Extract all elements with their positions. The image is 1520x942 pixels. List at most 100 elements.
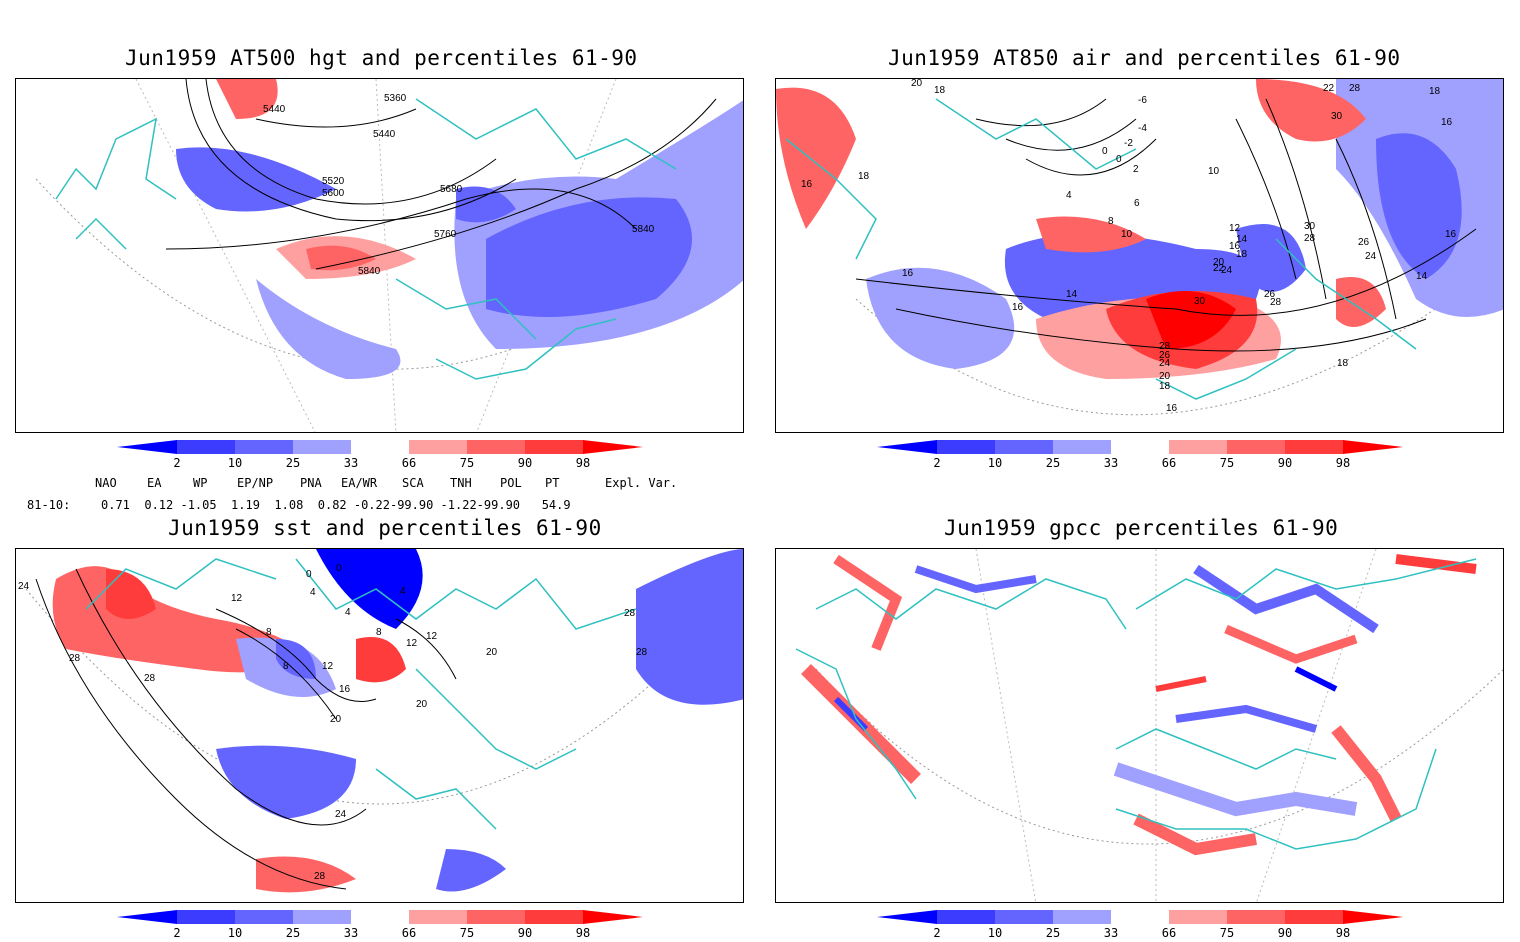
teleconnection-row-values: 0.71 0.12 -1.05 1.19 1.08 0.82 -0.22-99.… <box>101 498 571 512</box>
index-header: PT <box>545 476 560 490</box>
colorbar-tick: 25 <box>285 926 301 940</box>
contour-label: 16 <box>1012 302 1024 313</box>
contour-label: 6 <box>1134 198 1140 209</box>
contour-label: 5520 <box>322 176 345 187</box>
colorbar-tick: 98 <box>1335 456 1351 470</box>
index-header: TNH <box>450 476 472 490</box>
contour-label: 8 <box>1108 216 1114 227</box>
colorbar-tick: 2 <box>173 456 181 470</box>
contour-label: 12 <box>322 661 334 672</box>
contour-label: 18 <box>1337 358 1349 369</box>
colorbar-tick: 2 <box>933 926 941 940</box>
contour-label: 20 <box>1159 371 1171 382</box>
precip-speckles <box>801 554 1477 856</box>
colorbar-tick: 75 <box>459 926 475 940</box>
contour-label: 16 <box>1229 241 1241 252</box>
contour-label: 30 <box>1304 221 1316 232</box>
contour-label: 16 <box>339 684 351 695</box>
colorbar-sst: 2 10 25 33 66 75 90 98 <box>117 908 643 942</box>
contour-label: 24 <box>18 581 30 592</box>
colorbar-tick: 90 <box>1277 456 1293 470</box>
contour-labels-sst: 24 28 28 12 8 8 12 16 20 24 28 4 4 8 12 … <box>18 563 648 882</box>
map-panel-air: 20 18 18 16 -6 -4 -2 0 0 2 4 6 8 10 10 1… <box>775 78 1504 433</box>
contour-label: 22 <box>1213 263 1225 274</box>
contour-labels-hgt: 5360 5440 5440 5520 5600 5680 5760 5840 … <box>263 93 655 277</box>
contour-label: 28 <box>69 653 81 664</box>
colorbar-tick: 90 <box>517 926 533 940</box>
colorbar-tick: 25 <box>285 456 301 470</box>
contour-label: 8 <box>266 627 272 638</box>
colorbar-tick: 98 <box>575 456 591 470</box>
colorbar-tick: 10 <box>987 926 1003 940</box>
index-header: Expl. Var. <box>605 476 678 490</box>
colorbar-tick: 75 <box>459 456 475 470</box>
colorbar-tick: 10 <box>987 456 1003 470</box>
index-header: SCA <box>402 476 424 490</box>
index-header: EA <box>147 476 162 490</box>
contour-label: -6 <box>1138 95 1147 106</box>
colorbar-tick: 25 <box>1045 456 1061 470</box>
panel-title-hgt: Jun1959 AT500 hgt and percentiles 61-90 <box>125 46 638 70</box>
contour-label: 5440 <box>373 129 396 140</box>
contour-label: 28 <box>636 647 648 658</box>
contour-label: 26 <box>1159 350 1171 361</box>
index-header: PNA <box>300 476 322 490</box>
colorbar-tick: 66 <box>401 926 417 940</box>
map-panel-gpcc <box>775 548 1504 903</box>
contour-label: 28 <box>624 608 636 619</box>
colorbar-tick: 75 <box>1219 456 1235 470</box>
colorbar-tick: 66 <box>401 456 417 470</box>
contour-label: 24 <box>1365 251 1377 262</box>
contour-label: 10 <box>1208 166 1220 177</box>
contour-label: 5360 <box>384 93 407 104</box>
contour-label: 16 <box>902 268 914 279</box>
contour-label: 16 <box>1445 229 1457 240</box>
contour-label: -2 <box>1124 138 1133 149</box>
contour-label: 22 <box>1323 83 1335 94</box>
colorbar-tick: 33 <box>343 926 359 940</box>
contour-label: 0 <box>336 563 342 574</box>
index-header: WP <box>193 476 208 490</box>
contour-label: 26 <box>1358 237 1370 248</box>
contour-label: 30 <box>1194 296 1206 307</box>
contour-labels-air: 20 18 18 16 -6 -4 -2 0 0 2 4 6 8 10 10 1… <box>801 79 1457 414</box>
contour-label: 5840 <box>358 266 381 277</box>
colorbar-tick: 2 <box>173 926 181 940</box>
index-header: EA/WR <box>341 476 378 490</box>
index-header: POL <box>500 476 522 490</box>
contour-label: 30 <box>1331 111 1343 122</box>
contour-label: 2 <box>1133 164 1139 175</box>
contour-label: 12 <box>1229 223 1241 234</box>
colorbar-tick: 98 <box>575 926 591 940</box>
contour-label: 24 <box>1159 358 1171 369</box>
teleconnection-row-label: 81-10: <box>27 498 71 512</box>
contour-label: 12 <box>231 593 243 604</box>
contour-label: 16 <box>1166 403 1178 414</box>
map-panel-hgt: 5360 5440 5440 5520 5600 5680 5760 5840 … <box>15 78 744 433</box>
colorbar-tick: 25 <box>1045 926 1061 940</box>
contour-label: 24 <box>335 809 347 820</box>
contour-label: 28 <box>1159 341 1171 352</box>
contour-label: 26 <box>1264 289 1276 300</box>
contour-label: 5440 <box>263 104 286 115</box>
contour-label: 20 <box>911 79 923 89</box>
contour-label: 20 <box>330 714 342 725</box>
contour-label: 5840 <box>632 224 655 235</box>
contour-label: 18 <box>1236 249 1248 260</box>
colorbar-air: 2 10 25 33 66 75 90 98 <box>877 438 1403 472</box>
colorbar-tick: 66 <box>1161 926 1177 940</box>
contour-label: 14 <box>1416 271 1428 282</box>
contour-label: 16 <box>801 179 813 190</box>
colorbar-tick: 33 <box>1103 456 1119 470</box>
contour-label: 20 <box>1213 257 1225 268</box>
contour-label: 28 <box>1270 297 1282 308</box>
contour-label: 0 <box>306 569 312 580</box>
contour-label: 5760 <box>434 229 457 240</box>
contour-label: 10 <box>1121 229 1133 240</box>
colorbar-tick: 98 <box>1335 926 1351 940</box>
contour-label: 8 <box>283 661 289 672</box>
contour-label: 0 <box>1102 146 1108 157</box>
contour-label: 0 <box>1116 154 1122 165</box>
contour-label: 28 <box>1304 233 1316 244</box>
contour-label: 14 <box>1236 234 1248 245</box>
